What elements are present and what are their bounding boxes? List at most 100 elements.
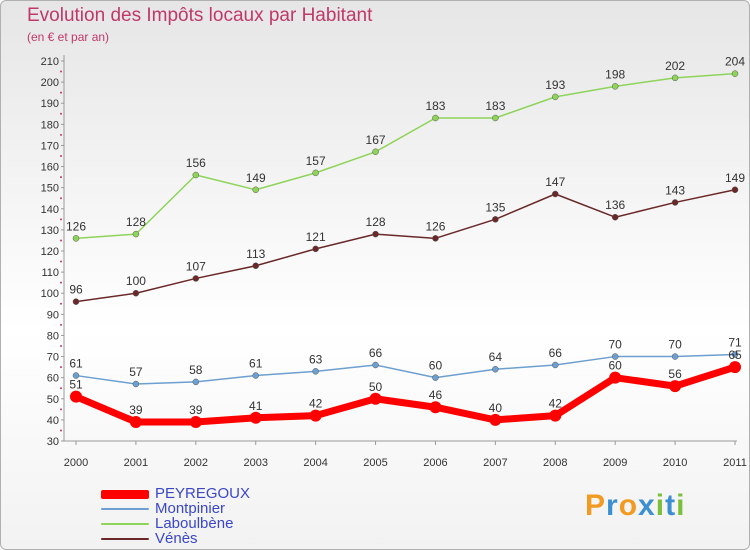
y-minor-tick (60, 112, 62, 115)
x-tick-label: 2008 (543, 457, 567, 469)
data-label-montpinier: 71 (728, 335, 742, 349)
data-point-laboulbene (611, 83, 619, 90)
y-minor-tick (60, 302, 62, 305)
y-minor-tick (60, 260, 62, 263)
x-tick-label: 2007 (483, 457, 507, 469)
data-label-peyregoux: 42 (549, 397, 563, 411)
logo-letter: P (585, 489, 607, 522)
y-minor-tick (60, 281, 62, 284)
x-tick-label: 2011 (723, 457, 747, 469)
data-label-peyregoux: 51 (69, 378, 83, 392)
data-point-venes (432, 235, 439, 242)
data-label-venes: 113 (246, 247, 265, 261)
data-label-laboulbene: 128 (126, 215, 146, 229)
data-point-venes (252, 262, 259, 270)
y-tick-label: 200 (41, 77, 59, 89)
y-minor-tick (60, 323, 62, 326)
logo-letter: r (606, 489, 619, 522)
data-point-venes (552, 190, 559, 198)
y-minor-tick (60, 133, 62, 136)
data-label-laboulbene: 126 (66, 219, 86, 233)
data-point-montpinier (731, 351, 739, 358)
data-label-laboulbene: 149 (246, 171, 266, 185)
x-tick-label: 2002 (184, 457, 208, 469)
y-minor-tick (60, 366, 62, 369)
data-point-montpinier (671, 353, 679, 360)
data-point-peyregoux (309, 409, 322, 422)
data-point-peyregoux (669, 380, 682, 393)
legend-swatch (101, 508, 149, 510)
data-label-venes: 149 (725, 171, 745, 185)
data-label-peyregoux: 39 (129, 403, 143, 417)
x-tick-label: 2001 (124, 457, 148, 469)
data-label-venes: 121 (306, 230, 326, 244)
x-tick-label: 2000 (64, 457, 88, 469)
data-label-laboulbene: 183 (485, 99, 505, 113)
data-point-peyregoux (549, 409, 562, 422)
data-point-laboulbene (552, 93, 559, 101)
legend-label: Vénès (155, 530, 198, 547)
y-minor-tick (60, 429, 62, 432)
y-tick-label: 170 (41, 140, 59, 152)
y-tick-label: 120 (41, 246, 59, 258)
data-point-laboulbene (252, 186, 259, 194)
data-label-peyregoux: 42 (309, 397, 323, 411)
data-point-venes (731, 186, 739, 194)
y-minor-tick (60, 387, 62, 390)
data-point-peyregoux (609, 371, 622, 384)
data-point-venes (671, 199, 679, 206)
y-tick-label: 210 (41, 56, 59, 68)
data-label-peyregoux: 65 (728, 348, 742, 362)
data-point-montpinier (432, 374, 439, 381)
data-point-montpinier (312, 368, 319, 375)
data-label-montpinier: 61 (249, 357, 263, 371)
data-point-montpinier (611, 353, 619, 360)
data-label-venes: 136 (605, 198, 625, 212)
y-tick-label: 190 (41, 98, 59, 110)
data-point-montpinier (132, 380, 140, 388)
data-label-laboulbene: 202 (665, 59, 685, 73)
data-label-laboulbene: 183 (425, 99, 445, 113)
data-label-venes: 96 (69, 283, 83, 297)
data-label-laboulbene: 156 (186, 156, 206, 170)
data-label-venes: 107 (186, 259, 206, 273)
data-point-laboulbene (132, 230, 140, 238)
y-minor-tick (60, 155, 62, 157)
data-point-peyregoux (429, 401, 442, 414)
data-label-venes: 128 (366, 215, 386, 229)
data-point-venes (312, 245, 319, 253)
data-point-venes (72, 298, 80, 305)
data-point-montpinier (552, 361, 559, 369)
y-tick-label: 70 (47, 352, 59, 364)
data-point-laboulbene (312, 169, 319, 177)
y-tick-label: 180 (41, 119, 59, 131)
data-point-peyregoux (369, 392, 382, 405)
data-label-peyregoux: 50 (369, 380, 383, 394)
data-label-montpinier: 66 (549, 346, 563, 360)
data-point-venes (611, 213, 619, 221)
data-point-montpinier (492, 365, 499, 373)
y-tick-label: 100 (41, 288, 59, 300)
data-point-montpinier (72, 372, 80, 379)
y-tick-label: 150 (41, 183, 59, 195)
data-label-laboulbene: 198 (605, 67, 625, 81)
y-tick-label: 130 (41, 225, 59, 237)
legend-swatch (101, 538, 149, 540)
data-label-montpinier: 63 (309, 352, 323, 366)
y-tick-label: 140 (41, 204, 59, 216)
data-point-laboulbene (671, 74, 679, 82)
data-label-peyregoux: 60 (609, 359, 623, 373)
x-tick-label: 2005 (363, 457, 387, 469)
data-label-venes: 126 (425, 219, 445, 233)
x-tick-label: 2003 (243, 457, 267, 469)
data-label-peyregoux: 56 (668, 367, 682, 381)
series-line-montpinier (75, 353, 736, 385)
y-tick-label: 30 (47, 436, 59, 448)
data-label-montpinier: 64 (489, 350, 503, 364)
x-tick-label: 2010 (663, 457, 687, 469)
data-point-peyregoux (189, 416, 202, 428)
data-label-laboulbene: 204 (725, 55, 745, 69)
logo-letter: i (676, 489, 686, 522)
series-line-peyregoux (74, 363, 737, 426)
